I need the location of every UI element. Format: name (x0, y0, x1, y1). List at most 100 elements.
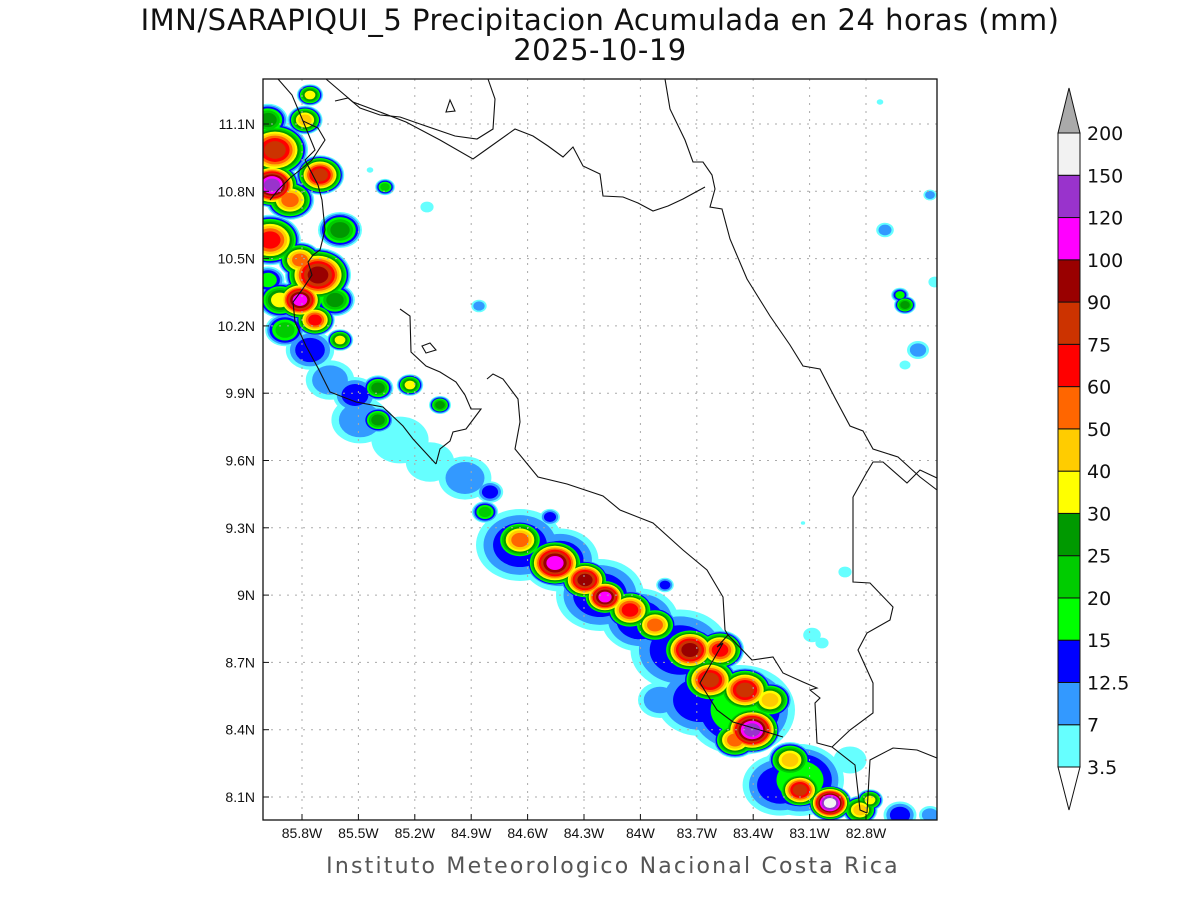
lon-tick-label: 82.8W (846, 825, 887, 841)
precip-cell (598, 591, 612, 603)
border (292, 120, 437, 465)
colorbar-label: 40 (1087, 461, 1111, 483)
colorbar-swatch (1057, 470, 1081, 514)
precip-cell (900, 301, 910, 309)
lake-shore (334, 78, 496, 140)
lon-tick-label: 83.1W (789, 825, 830, 841)
precip-cell (473, 301, 485, 311)
colorbar-legend: 3.5 7 12.5 15 20 25 30 40 50 60 75 90 100 120 150 200 (1057, 87, 1129, 811)
longitude-axis: 85.8W 85.5W 85.2W 84.9W 84.6W 84.3W 84W 83.7W 83… (282, 825, 887, 841)
colorbar-swatch (1057, 217, 1081, 261)
precip-cell (481, 485, 499, 499)
precip-cell (334, 335, 346, 345)
lat-tick-label: 9.3N (225, 520, 255, 536)
precip-cell (308, 314, 322, 326)
precip-cell (371, 414, 385, 426)
lat-tick-label: 9N (237, 587, 255, 603)
lon-tick-label: 85.8W (282, 825, 323, 841)
colorbar-label: 100 (1087, 250, 1123, 272)
colorbar-swatch (1057, 343, 1081, 388)
colorbar-label: 150 (1087, 165, 1123, 187)
colorbar-label: 75 (1087, 334, 1111, 356)
colorbar-label: 3.5 (1087, 757, 1117, 779)
lon-tick-label: 83.4W (733, 825, 774, 841)
precip-level-12.5 (263, 85, 915, 820)
precip-level-25 (263, 89, 910, 819)
lon-tick-label: 83.7W (677, 825, 718, 841)
precip-cell (263, 231, 281, 249)
colorbar-swatch (1057, 681, 1081, 726)
precip-cell (909, 343, 927, 357)
precip-cell (792, 784, 808, 796)
lon-tick-label: 85.2W (395, 825, 436, 841)
colorbar-swatch (1057, 174, 1081, 219)
precip-cell (341, 383, 369, 407)
precip-cell (307, 266, 329, 284)
precip-level-150 (823, 797, 837, 809)
precip-cell (312, 168, 328, 182)
lat-tick-label: 11.1N (219, 116, 255, 132)
colorbar-over-arrow (1057, 87, 1081, 134)
colorbar-label: 25 (1087, 546, 1111, 568)
precip-cell (445, 462, 485, 494)
precip-cell (803, 627, 821, 643)
precip-cell (275, 322, 295, 338)
precip-cell (711, 643, 729, 657)
precip-cell (735, 682, 755, 698)
precip-cell (326, 292, 344, 308)
coastline (866, 747, 938, 814)
precip-cell (878, 224, 892, 236)
precip-cell (478, 506, 492, 518)
precip-cell (420, 201, 434, 213)
precip-cell (263, 272, 277, 288)
lat-tick-label: 8.4N (225, 722, 255, 738)
precip-cell (511, 532, 529, 548)
precip-level-15 (263, 86, 913, 820)
precip-cell (543, 512, 557, 522)
lon-tick-label: 84.6W (507, 825, 548, 841)
colorbar-label: 90 (1087, 292, 1111, 314)
lat-tick-label: 10.5N (218, 251, 255, 267)
colorbar-label: 7 (1087, 715, 1099, 737)
colorbar-label: 15 (1087, 630, 1111, 652)
precip-cell (838, 566, 852, 578)
lat-tick-label: 9.9N (225, 385, 255, 401)
lat-tick-label: 9.6N (225, 453, 255, 469)
precip-cell (781, 753, 799, 767)
colorbar-label: 60 (1087, 377, 1111, 399)
colorbar-swatch (1057, 512, 1081, 557)
lat-tick-label: 10.8N (218, 183, 255, 199)
lat-tick-label: 10.2N (218, 318, 255, 334)
precip-cell (921, 808, 937, 820)
precip-cell (895, 291, 905, 299)
border (727, 634, 868, 814)
colorbar-swatch (1057, 639, 1081, 683)
precip-level-20 (263, 87, 912, 820)
precip-cell (292, 253, 308, 267)
precip-cell (404, 380, 416, 390)
precip-cell (925, 191, 935, 199)
precip-cell (643, 686, 677, 714)
coastline (664, 78, 938, 491)
precip-cell (823, 797, 837, 809)
coastline (831, 497, 894, 748)
precip-cell (380, 183, 390, 191)
lat-tick-label: 8.7N (225, 654, 255, 670)
colorbar-swatch (1057, 428, 1081, 472)
precip-cell (800, 521, 806, 525)
coastline (486, 373, 784, 738)
precip-cell (312, 365, 348, 395)
precip-cell (281, 192, 299, 208)
precip-cell (304, 90, 316, 100)
precip-cell (264, 178, 280, 192)
map-frame (262, 78, 938, 821)
precipitation-field (263, 84, 937, 820)
precip-cell (876, 99, 884, 105)
precip-cell (833, 746, 867, 774)
chart-date: 2025-10-19 (513, 33, 687, 67)
precip-level-7 (263, 84, 937, 820)
precip-cell (700, 672, 720, 688)
lat-tick-label: 8.1N (225, 789, 255, 805)
colorbar-under-arrow (1057, 766, 1081, 811)
colorbar-swatch (1057, 301, 1081, 345)
